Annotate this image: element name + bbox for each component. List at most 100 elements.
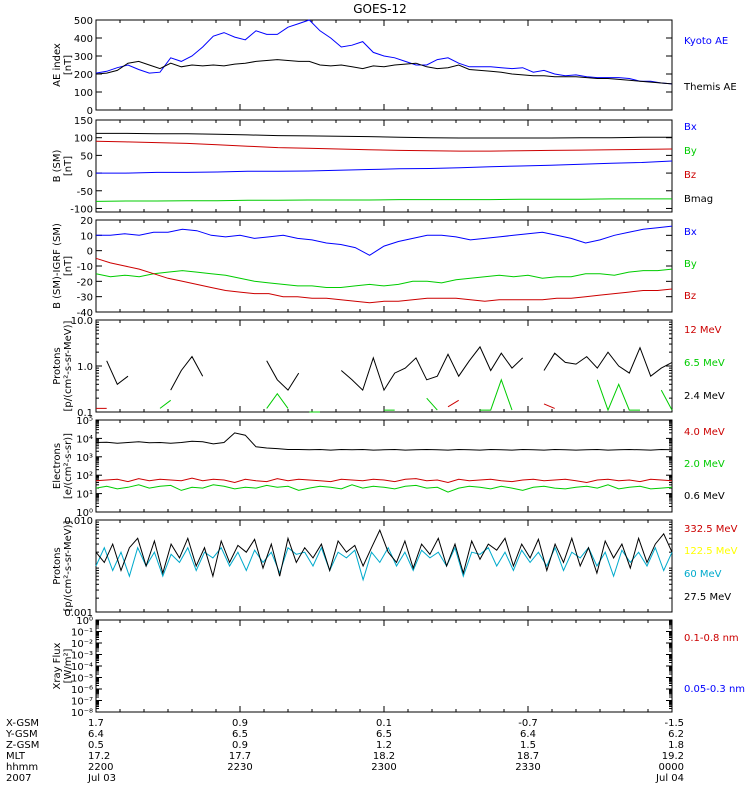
orbit-row-label: MLT [6,751,26,762]
series-line-27-5-mev [95,528,673,579]
y-tick-label: 10¹ [76,490,93,501]
y-tick-label: 10⁰ [76,508,93,519]
series-line-bmag [96,132,672,139]
orbit-value: 1.8 [668,740,684,751]
orbit-value: 6.5 [232,729,248,740]
y-axis-label: Electrons [52,443,63,489]
y-tick-label: 100 [74,134,93,145]
panel-frame [95,619,673,713]
legend-label: 2.4 MeV [684,391,725,402]
legend-label: 0.1-0.8 nm [684,633,739,644]
y-tick-label: 10⁵ [76,416,93,427]
y-tick-label: 100 [74,88,93,99]
legend-label: 332.5 MeV [684,524,738,535]
y-axis-label: [nT] [63,256,74,276]
y-tick-label: 0.001 [64,608,93,619]
y-axis-label: Protons [52,547,63,584]
orbit-value: 2330 [515,762,540,773]
orbit-row-label: X-GSM [6,718,39,729]
orbit-row-label: Y-GSM [5,729,38,740]
y-axis-label: B (SM)-IGRF (SM) [52,223,63,309]
series-line-themis-ae [95,59,673,85]
series-line-by [95,198,672,202]
series-line-2-0-mev [95,484,673,493]
y-tick-label: 10⁻⁴ [71,662,93,673]
y-axis-label: Protons [52,347,63,384]
panel-frame [95,519,673,613]
y-axis-label: [p/(cm²-s-sr-MeV)] [63,320,74,411]
orbit-value: 17.2 [88,751,110,762]
orbit-value: 6.4 [88,729,104,740]
y-tick-label: 10⁰ [76,616,93,627]
y-tick-label: 500 [74,16,93,27]
orbit-value: 1.7 [88,718,104,729]
y-tick-label: 10⁻² [71,639,93,650]
y-tick-label: 10⁴ [76,434,93,445]
legend-label: 0.05-0.3 nm [684,684,745,695]
y-tick-label: 20 [80,216,93,227]
orbit-value: -1.5 [664,718,684,729]
legend-label: 0.6 MeV [684,491,725,502]
y-tick-label: 0 [87,247,93,258]
orbit-value: 1.2 [376,740,392,751]
panel-5: 10⁰ 10¹ 10² 10³ 10⁴ 10⁵ Electrons [e/(cm²-s-sr)… [52,416,725,519]
panel-2: -100 -50 0 50 100 150 B (SM) [nT] Bx By Bz Bmag [52,116,713,215]
orbit-row-label: 2007 [6,773,31,784]
legend-label: Bz [684,291,696,302]
y-tick-label: 200 [74,70,93,81]
y-tick-label: -100 [70,204,93,215]
panel-3: -40 -30 -20 -10 0 10 20 B (SM)-IGRF (SM) [nT] Bx B… [52,216,697,319]
y-axis-label: Xray Flux [52,642,63,689]
y-tick-label: 10⁻⁸ [71,708,93,719]
orbit-value: 2300 [371,762,396,773]
y-tick-label: -40 [77,308,93,319]
legend-label: Kyoto AE [684,36,728,47]
y-tick-label: 0 [87,169,93,180]
y-axis-label: [W/m²] [63,648,74,683]
series-line-6-5-mev [159,378,673,413]
legend-label: 60 MeV [684,569,722,580]
orbit-value: 0.9 [232,718,248,729]
panel-4: 0.1 1.0 10.0 Protons [p/(cm²-s-sr-MeV)] 12 Me… [52,316,725,419]
legend-label: Themis AE [683,82,737,93]
orbit-value: 2230 [227,762,252,773]
series-line-60-mev [95,546,673,582]
series-line-bx [96,160,673,174]
orbit-value: 0000 [659,762,684,773]
orbit-value: 0.5 [88,740,104,751]
series-line-0-6-mev [95,432,673,451]
orbit-value: 18.2 [373,751,395,762]
y-tick-label: 10² [76,471,93,482]
y-tick-label: 10⁻¹ [71,628,93,639]
legend-label: Bmag [684,194,713,205]
orbit-value: Jul 04 [655,773,684,784]
legend-label: 2.0 MeV [684,459,725,470]
panel-frame [95,19,673,111]
series-line-4-0-mev [95,477,673,484]
y-tick-label: -50 [77,187,93,198]
y-tick-label: 10.0 [71,316,93,327]
panel-6: 0.001 0.010 Protons [p/(cm²-s-sr-MeV)] 332.5… [52,516,738,619]
legend-label: 122.5 MeV [684,546,738,557]
y-tick-label: 0 [87,106,93,117]
orbit-value: 6.5 [376,729,392,740]
y-axis-label: [nT] [63,156,74,176]
series-line-bz [95,140,673,152]
orbit-value: Jul 03 [87,773,116,784]
orbit-value: 1.5 [520,740,536,751]
legend-label: By [684,259,697,270]
legend-label: 4.0 MeV [684,427,725,438]
legend-label: 27.5 MeV [684,592,731,603]
y-tick-label: -20 [77,277,93,288]
series-line-2-4-mev [106,345,673,392]
series-line-bx [96,225,673,256]
y-tick-label: 150 [74,116,93,127]
orbit-row-label: hhmm [6,762,38,773]
legend-label: 12 MeV [684,325,722,336]
y-tick-label: 400 [74,34,93,45]
series-line-12-mev [96,400,608,408]
y-tick-label: -10 [77,262,93,273]
legend-label: By [684,146,697,157]
legend-label: Bz [684,170,696,181]
